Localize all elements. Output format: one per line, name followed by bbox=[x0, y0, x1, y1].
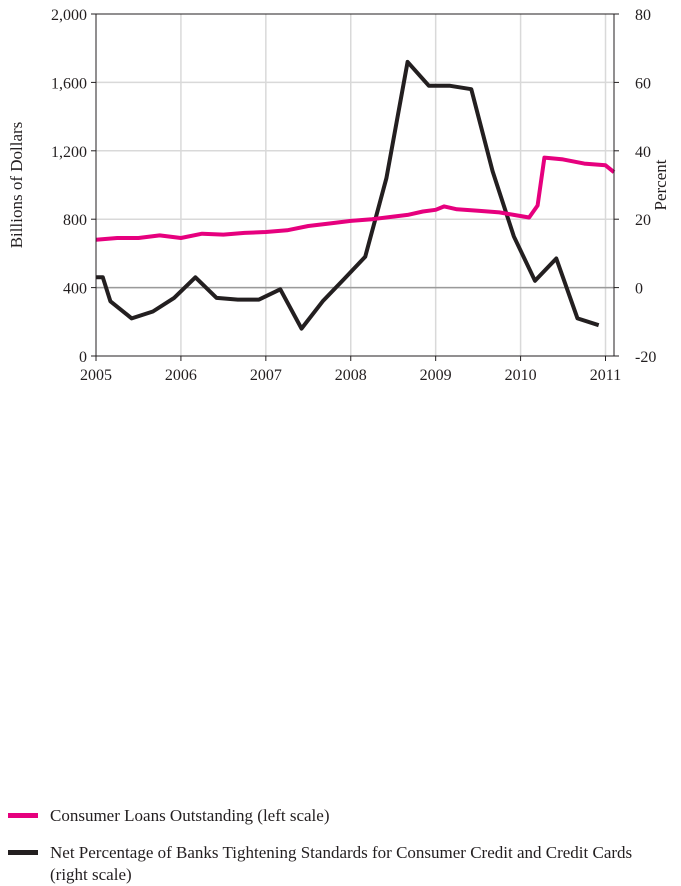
series-line-net-tightening bbox=[96, 59, 600, 331]
x-tick-label: 2005 bbox=[80, 367, 112, 384]
x-tick-label: 2007 bbox=[250, 367, 282, 384]
legend-label-consumer-loans: Consumer Loans Outstanding (left scale) bbox=[50, 806, 330, 825]
y-tick-label-right: 20 bbox=[635, 212, 651, 229]
x-tick-label: 2009 bbox=[420, 367, 452, 384]
x-tick-label: 2008 bbox=[335, 367, 367, 384]
y-tick-label-right: -20 bbox=[635, 349, 656, 366]
legend-label-net-tightening: Net Percentage of Banks Tightening Stand… bbox=[50, 843, 633, 884]
grid-layer bbox=[96, 14, 614, 356]
y-tick-label-left: 1,600 bbox=[51, 75, 87, 92]
tick-layer: 0 400 800 1,200 1,600 2,000 -20 0 20 40 60 80 2005 20… bbox=[51, 7, 656, 384]
legend-item-consumer-loans: Consumer Loans Outstanding (left scale) bbox=[8, 805, 330, 827]
legend-swatch-consumer-loans bbox=[8, 813, 38, 818]
series-line-consumer-loans bbox=[95, 155, 616, 242]
y-tick-label-left: 2,000 bbox=[51, 7, 87, 24]
y-tick-label-left: 1,200 bbox=[51, 144, 87, 161]
y-tick-label-left: 800 bbox=[63, 212, 87, 229]
y-tick-label-left: 0 bbox=[79, 349, 87, 366]
x-tick-label: 2006 bbox=[165, 367, 197, 384]
legend-swatch-net-tightening bbox=[8, 850, 38, 855]
y-tick-label-right: 80 bbox=[635, 7, 651, 24]
x-tick-label: 2010 bbox=[505, 367, 537, 384]
chart: 0 400 800 1,200 1,600 2,000 -20 0 20 40 60 80 2005 20… bbox=[7, 7, 670, 384]
legend-item-net-tightening: Net Percentage of Banks Tightening Stand… bbox=[8, 842, 668, 886]
y-tick-label-right: 0 bbox=[635, 281, 643, 298]
x-tick-label: 2011 bbox=[590, 367, 621, 384]
y-axis-label-left: Billions of Dollars bbox=[7, 122, 26, 249]
y-tick-label-right: 60 bbox=[635, 75, 651, 92]
y-tick-label-right: 40 bbox=[635, 144, 651, 161]
y-axis-label-right: Percent bbox=[651, 159, 670, 210]
series-layer bbox=[95, 59, 616, 331]
plot-area-frame bbox=[95, 13, 615, 357]
y-tick-label-left: 400 bbox=[63, 281, 87, 298]
